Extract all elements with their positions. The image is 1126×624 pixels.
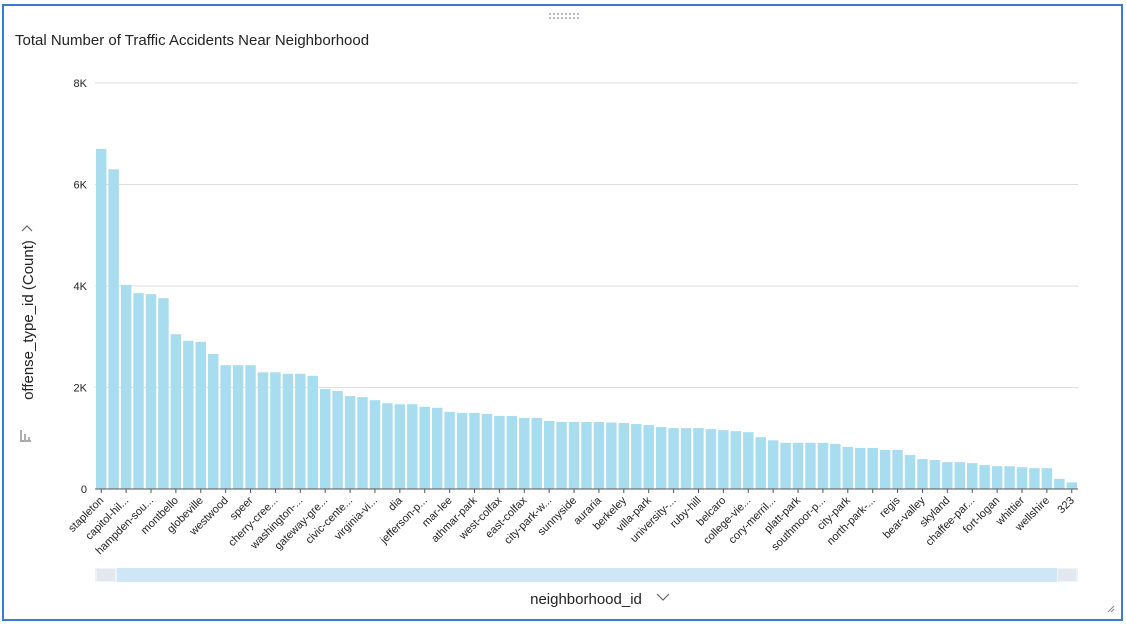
bar: [942, 462, 953, 489]
bar: [581, 422, 592, 489]
bar: [95, 148, 107, 489]
bar: [257, 372, 269, 489]
y-tick-label: 4K: [74, 281, 88, 293]
bar: [991, 466, 1003, 489]
bar: [830, 443, 841, 489]
bar: [979, 465, 990, 489]
bar: [444, 411, 455, 489]
bar: [780, 442, 791, 489]
bar: [232, 365, 244, 489]
bar: [295, 373, 306, 489]
bar: [531, 417, 542, 489]
y-tick-label: 6K: [74, 180, 88, 192]
bar: [145, 294, 157, 489]
bar: [855, 447, 866, 489]
bar: [357, 397, 368, 489]
bar: [593, 422, 605, 489]
bar: [431, 407, 443, 489]
bar: [618, 423, 630, 489]
bar: [170, 334, 182, 489]
bar: [344, 396, 356, 489]
bar: [755, 437, 766, 489]
bar: [842, 446, 854, 489]
bar: [519, 417, 530, 489]
bar: [183, 340, 194, 489]
y-tick-label: 0: [81, 484, 87, 496]
bar: [767, 440, 779, 489]
bar: [929, 460, 941, 489]
bar: [506, 415, 518, 489]
bar: [382, 403, 393, 489]
bar: [220, 365, 231, 489]
bar: [245, 365, 256, 489]
bar: [954, 462, 966, 489]
bar: [817, 442, 829, 489]
bar: [556, 422, 567, 489]
bar: [743, 432, 754, 489]
scrollbar-thumb[interactable]: [117, 568, 1057, 582]
bar: [631, 424, 642, 489]
bar: [1054, 478, 1065, 489]
chart-title: Total Number of Traffic Accidents Near N…: [15, 32, 369, 49]
bar: [904, 454, 916, 489]
bar: [419, 406, 430, 489]
y-tick-label: 8K: [74, 78, 88, 90]
bar: [867, 447, 878, 489]
bar: [606, 422, 617, 489]
bar: [282, 373, 294, 489]
bar: [1066, 482, 1078, 489]
scrollbar-handle-right[interactable]: [1058, 569, 1076, 581]
bar: [133, 293, 144, 489]
bar: [879, 449, 891, 489]
bar: [805, 442, 816, 489]
bar: [319, 389, 331, 489]
bar: [407, 404, 418, 489]
bar: [369, 400, 381, 489]
bar: [195, 341, 206, 489]
visual-frame: [2, 4, 1123, 621]
bar: [643, 425, 654, 489]
bar: [469, 412, 480, 489]
bar: [693, 428, 704, 489]
sort-icon[interactable]: [20, 430, 31, 442]
bar: [543, 420, 555, 489]
bar: [1016, 467, 1028, 489]
bar: [568, 422, 580, 489]
bar: [332, 391, 343, 489]
bar: [917, 459, 928, 489]
scrollbar-handle-left[interactable]: [97, 569, 115, 581]
bar: [705, 429, 717, 489]
bar: [792, 442, 804, 489]
bar: [394, 404, 406, 489]
bar: [718, 430, 729, 489]
bar: [668, 428, 679, 489]
bar: [120, 284, 132, 489]
bar: [307, 375, 318, 489]
bar: [1004, 466, 1015, 489]
bar: [1029, 468, 1040, 489]
bar: [892, 449, 903, 489]
bar: [108, 169, 119, 489]
bar: [730, 431, 742, 489]
y-tick-label: 2K: [74, 383, 88, 395]
bar: [680, 428, 692, 489]
bar: [158, 298, 169, 489]
bar: [1041, 468, 1053, 489]
resize-handle[interactable]: [1107, 605, 1115, 613]
x-axis-label[interactable]: neighborhood_id: [530, 591, 642, 608]
bar: [481, 413, 493, 489]
x-axis-menu[interactable]: [656, 593, 670, 601]
bar: [967, 463, 978, 489]
bar: [456, 412, 468, 489]
bar: [207, 354, 219, 489]
bar: [270, 372, 281, 489]
bar: [655, 427, 667, 489]
drag-handle[interactable]: [546, 12, 580, 20]
bar: [494, 415, 505, 489]
y-axis-menu[interactable]: [21, 225, 33, 232]
y-axis-label[interactable]: offense_type_id (Count): [20, 240, 37, 400]
